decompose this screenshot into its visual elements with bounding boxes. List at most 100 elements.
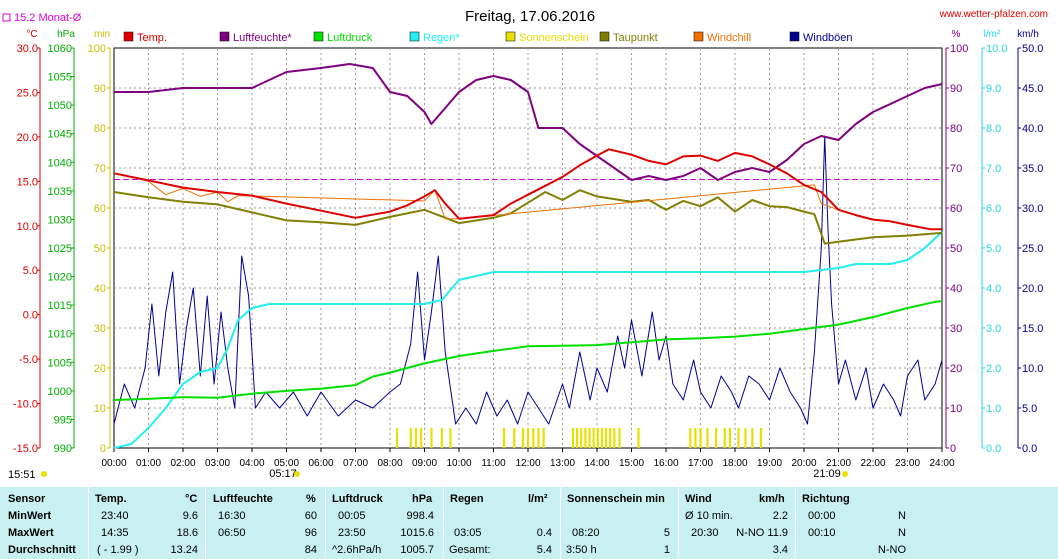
- header-temp: Temp.: [95, 493, 127, 505]
- x-tick-label: 02:00: [170, 458, 195, 469]
- series-line-temp: [113, 148, 942, 231]
- wind-axis-tick-label: 10.0: [1022, 363, 1043, 375]
- humidity-axis-tick-label: 70: [950, 163, 962, 175]
- pressure-trend: ^2.6hPa/h: [332, 544, 382, 556]
- sunshine-bar: [744, 428, 747, 448]
- sunshine-bar: [532, 428, 535, 448]
- humidity-axis-tick-label: 50: [950, 243, 962, 255]
- sunmin-axis-tick-label: 0: [100, 443, 106, 455]
- series-line-taupunkt: [113, 189, 943, 245]
- legend-label: Luftdruck: [327, 32, 373, 44]
- column-separator: [678, 487, 679, 559]
- wind-axis-tick-label: 50.0: [1022, 43, 1043, 55]
- sunmin-axis-tick-label: 70: [94, 163, 106, 175]
- rain-axis-tick-label: 8.0: [986, 123, 1001, 135]
- x-tick-label: 14:00: [584, 458, 609, 469]
- x-tick-label: 24:00: [929, 458, 954, 469]
- sunset-icon: [842, 471, 848, 477]
- legend-label: Taupunkt: [613, 32, 658, 44]
- temp-axis-tick-label: -5.0: [19, 354, 38, 366]
- wind-value: 2.2: [772, 510, 788, 522]
- sunmin-axis-tick-label: 50: [94, 243, 106, 255]
- sunshine-bar: [699, 428, 702, 448]
- x-tick-label: 03:00: [205, 458, 230, 469]
- sunshine-bar: [728, 428, 732, 448]
- temp-time: 23:40: [101, 510, 129, 522]
- sunmin-axis-tick-label: 80: [94, 123, 106, 135]
- sunshine-bar: [395, 428, 399, 448]
- pressure-axis-tick-label: 1015: [48, 300, 72, 312]
- temp-value: 18.6: [176, 527, 198, 539]
- pressure-axis-unit: hPa: [57, 29, 75, 40]
- x-tick-label: 18:00: [722, 458, 747, 469]
- statistics-table: Sensor Temp. °C Luftfeuchte % Luftdruck …: [0, 487, 1058, 559]
- pressure-axis-tick-label: 1020: [48, 272, 72, 284]
- sunshine-bar: [706, 428, 709, 448]
- series-line-windchill: [113, 172, 839, 220]
- pressure-axis-tick-label: 1025: [48, 243, 72, 255]
- temp-axis-tick-label: -15.0: [13, 443, 38, 455]
- sunshine-bar: [759, 428, 763, 448]
- x-tick-label: 17:00: [688, 458, 713, 469]
- header-rain: Regen: [450, 493, 484, 505]
- pressure-axis-tick-label: 995: [54, 414, 72, 426]
- month-avg-label: 15.2 Monat-Ø: [14, 12, 82, 24]
- sun-total: 3:50 h: [566, 544, 597, 556]
- humidity-axis-tick-label: 90: [950, 83, 962, 95]
- legend-label: Windchill: [707, 32, 751, 44]
- x-tick-label: 19:00: [757, 458, 782, 469]
- pressure-axis-tick-label: 990: [54, 443, 72, 455]
- temp-time: 14:35: [101, 527, 129, 539]
- sunshine-bar: [694, 428, 697, 448]
- pressure-axis-tick-label: 1010: [48, 329, 72, 341]
- humidity-time: 06:50: [218, 527, 246, 539]
- legend-swatch: [599, 31, 610, 42]
- month-avg-marker-icon: [2, 13, 11, 22]
- sunshine-bar: [618, 428, 621, 448]
- pressure-time: 00:05: [338, 510, 366, 522]
- row-label: Durchschnitt: [8, 544, 76, 556]
- sunshine-bar: [571, 428, 575, 448]
- pressure-axis-tick-label: 1050: [48, 100, 72, 112]
- header-humidity-unit: %: [306, 493, 316, 505]
- sunmin-axis-unit: min: [94, 29, 110, 40]
- site-link[interactable]: www.wetter-pfalzen.com: [939, 9, 1048, 20]
- x-tick-label: 08:00: [377, 458, 402, 469]
- sunshine-bar: [542, 428, 545, 448]
- pressure-axis-tick-label: 1045: [48, 129, 72, 141]
- x-tick-label: 15:00: [619, 458, 644, 469]
- x-tick-label: 11:00: [481, 458, 506, 469]
- rain-axis-tick-label: 0.0: [986, 443, 1001, 455]
- x-tick-label: 23:00: [895, 458, 920, 469]
- legend-label: Regen*: [423, 32, 460, 44]
- header-rain-unit: l/m²: [528, 493, 548, 505]
- column-separator: [443, 487, 444, 559]
- temp-axis-tick-label: 10.0: [17, 221, 38, 233]
- temp-axis-unit: °C: [26, 29, 37, 40]
- pressure-value: 998.4: [406, 510, 434, 522]
- temp-time: ( - 1.99 ): [97, 544, 139, 556]
- wind-value: N-NO 11.9: [736, 527, 788, 539]
- wind-axis-tick-label: 30.0: [1022, 203, 1043, 215]
- direction-time: 00:00: [808, 510, 836, 522]
- header-wind: Wind: [685, 493, 712, 505]
- temp-axis-tick-label: -10.0: [13, 399, 38, 411]
- sunshine-bar: [592, 428, 595, 448]
- series-line-luftdruck: [113, 300, 943, 401]
- pressure-axis-tick-label: 1035: [48, 186, 72, 198]
- rain-axis-unit: l/m²: [984, 29, 1001, 40]
- pressure-time: 23:50: [338, 527, 366, 539]
- rain-time: 03:05: [454, 527, 482, 539]
- sunmin-axis-tick-label: 10: [94, 403, 106, 415]
- pressure-axis-tick-label: 1000: [48, 386, 72, 398]
- direction-value: N: [898, 510, 906, 522]
- temp-axis-tick-label: 15.0: [17, 176, 38, 188]
- rain-axis-tick-label: 9.0: [986, 83, 1001, 95]
- header-pressure: Luftdruck: [332, 493, 383, 505]
- sunmin-axis-tick-label: 100: [88, 43, 106, 55]
- legend-label: Sonnenschein: [519, 32, 589, 44]
- sun-value: 1: [663, 544, 670, 556]
- wind-time: Ø 10 min.: [685, 510, 733, 522]
- humidity-time: 16:30: [218, 510, 246, 522]
- sunrise-icon: [294, 471, 300, 477]
